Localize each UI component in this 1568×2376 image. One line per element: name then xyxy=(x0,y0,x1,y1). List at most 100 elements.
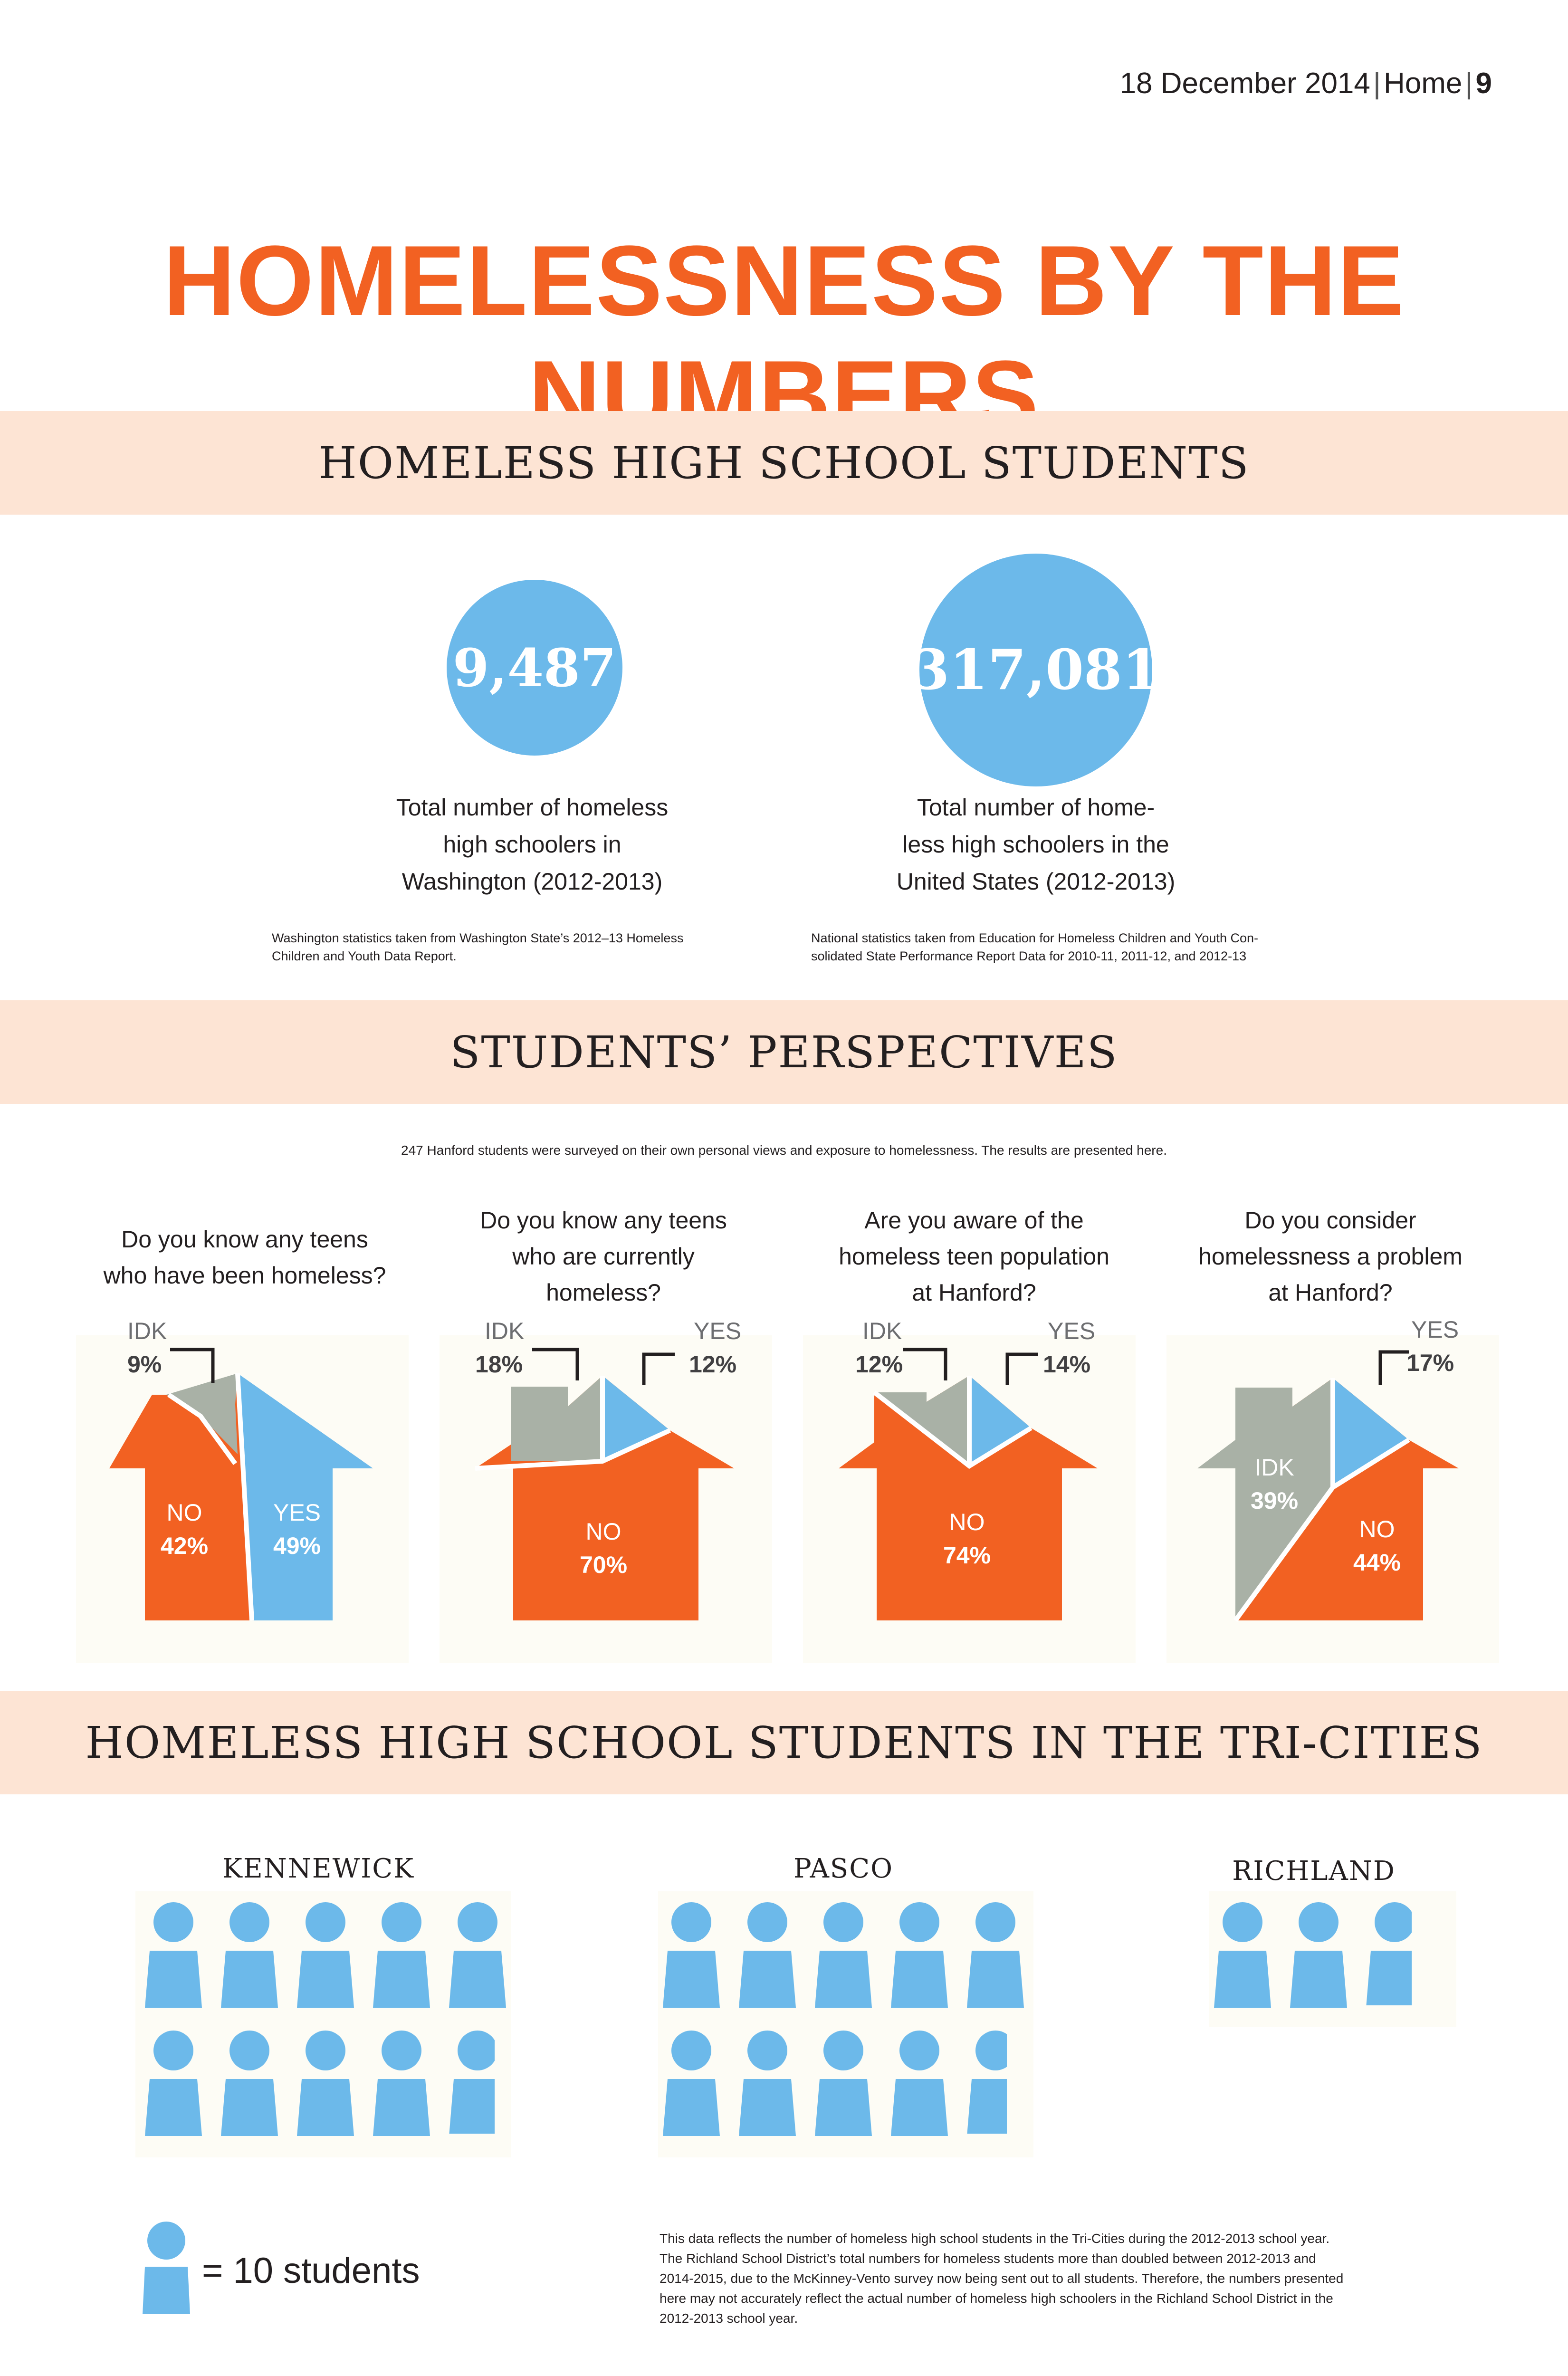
person-icon xyxy=(1290,1902,1347,2008)
question-line: who are currently xyxy=(512,1243,695,1270)
person-head xyxy=(153,2031,193,2070)
label-idk-1: IDK xyxy=(127,1318,167,1344)
person-icon xyxy=(221,1902,278,2008)
person-icon xyxy=(1366,1902,1412,2005)
label-leader-yes-3 xyxy=(1005,1352,1038,1385)
caption-line: high schoolers in xyxy=(443,831,621,858)
person-body xyxy=(145,1951,202,2008)
person-body xyxy=(1290,1951,1347,2008)
disclaimer: This data reflects the number of homeles… xyxy=(660,2229,1444,2328)
pct-no-3: 74% xyxy=(943,1542,991,1569)
page-title: HOMELESSNESS BY THE NUMBERS xyxy=(163,225,1405,451)
stat-caption-washington: Total number of homeless high schoolers … xyxy=(342,789,722,900)
page-number: 9 xyxy=(1475,67,1492,100)
person-head xyxy=(671,2031,711,2070)
stat-caption-us: Total number of home- less high schooler… xyxy=(846,789,1226,900)
person-head xyxy=(823,2031,863,2070)
section-band-perspectives: STUDENTS’ PERSPECTIVES xyxy=(0,1000,1568,1104)
label-yes-4: YES xyxy=(1411,1316,1459,1343)
person-body xyxy=(221,1951,278,2008)
caption-line: Washington (2012-2013) xyxy=(402,868,663,895)
label-yes-3: YES xyxy=(1048,1318,1095,1344)
person-head xyxy=(147,2222,185,2260)
section-band-tricities: HOMELESS HIGH SCHOOL STUDENTS IN THE TRI… xyxy=(0,1691,1568,1794)
pct-idk-3: 12% xyxy=(855,1351,903,1378)
person-icon-charts xyxy=(135,1891,1456,2157)
disclaimer-line: 2014-2015, due to the McKinney-Vento sur… xyxy=(660,2271,1344,2286)
person-icon xyxy=(145,2031,202,2136)
disclaimer-line: here may not accurately reflect the actu… xyxy=(660,2291,1333,2306)
person-head xyxy=(975,1902,1015,1942)
question-3: Are you aware of the homeless teen popul… xyxy=(798,1202,1150,1311)
slice-idk-3 xyxy=(874,1376,969,1466)
slice-idk-2 xyxy=(511,1376,602,1461)
person-head xyxy=(747,2031,787,2070)
label-leader-idk-1 xyxy=(170,1348,215,1383)
source-washington: Washington statistics taken from Washing… xyxy=(272,929,794,965)
disclaimer-line: 2012-2013 school year. xyxy=(660,2311,798,2326)
person-icon xyxy=(739,2031,796,2136)
city-name-kennewick: KENNEWICK xyxy=(222,1853,414,1884)
question-line: at Hanford? xyxy=(912,1279,1036,1306)
person-icon xyxy=(373,1902,430,2008)
person-icon xyxy=(297,1902,354,2008)
section-title-tricities: HOMELESS HIGH SCHOOL STUDENTS IN THE TRI… xyxy=(85,1717,1483,1768)
person-head xyxy=(382,2031,421,2070)
person-head xyxy=(382,1902,421,1942)
section-title-perspectives: STUDENTS’ PERSPECTIVES xyxy=(450,1026,1118,1078)
slice-divider xyxy=(167,1392,238,1465)
person-head xyxy=(153,1902,193,1942)
city-name-richland: RICHLAND xyxy=(1232,1856,1396,1887)
person-icon xyxy=(891,1902,948,2008)
page-header: 18 December 2014|Home|9 xyxy=(1119,67,1492,100)
person-body xyxy=(663,2079,720,2136)
person-head xyxy=(747,1902,787,1942)
pct-no-1: 42% xyxy=(161,1533,208,1559)
person-head xyxy=(823,1902,863,1942)
person-body xyxy=(815,1951,872,2008)
person-icon xyxy=(739,1902,796,2008)
label-no-3: NO xyxy=(949,1509,985,1535)
slice-divider xyxy=(235,1373,254,1621)
person-icon xyxy=(1214,1902,1271,2008)
question-line: Do you know any teens xyxy=(480,1207,727,1234)
label-leader-yes-4 xyxy=(1378,1350,1409,1385)
person-head xyxy=(1223,1902,1262,1942)
pct-yes-3: 14% xyxy=(1043,1351,1090,1378)
city-name-pasco: PASCO xyxy=(793,1853,894,1884)
house-chart-4 xyxy=(1197,1350,1459,1622)
person-icon xyxy=(815,1902,872,2008)
house-chart-1 xyxy=(109,1348,373,1621)
stat-value-us: 317,081 xyxy=(911,638,1161,702)
person-body xyxy=(297,1951,354,2008)
question-line: Do you know any teens xyxy=(121,1226,368,1253)
person-icon xyxy=(663,1902,720,2008)
house-charts: IDK 9% NO 42% YES 49% IDK 18% YES 12% NO… xyxy=(76,1316,1499,1663)
person-body xyxy=(967,2079,1007,2134)
person-icon xyxy=(663,2031,720,2136)
person-body xyxy=(145,2079,202,2136)
pct-idk-4: 39% xyxy=(1251,1487,1298,1514)
slice-yes-1 xyxy=(238,1373,373,1620)
question-2: Do you know any teens who are currently … xyxy=(428,1202,779,1311)
pct-yes-4: 17% xyxy=(1406,1350,1454,1376)
label-leader-idk-2 xyxy=(532,1348,579,1380)
pct-yes-2: 12% xyxy=(689,1351,736,1378)
caption-line: United States (2012-2013) xyxy=(896,868,1176,895)
person-icon xyxy=(815,2031,872,2136)
pct-idk-1: 9% xyxy=(127,1351,162,1378)
label-idk-2: IDK xyxy=(485,1318,524,1344)
label-idk-4: IDK xyxy=(1254,1454,1294,1481)
person-head xyxy=(458,1902,497,1942)
section-name: Home xyxy=(1384,67,1463,100)
person-head xyxy=(975,2031,1007,2070)
caption-line: Total number of home- xyxy=(917,794,1155,821)
question-line: Do you consider xyxy=(1244,1207,1416,1234)
source-line: Children and Youth Data Report. xyxy=(272,949,457,963)
source-line: solidated State Performance Report Data … xyxy=(811,949,1247,963)
person-head xyxy=(671,1902,711,1942)
source-line: National statistics taken from Education… xyxy=(811,931,1258,945)
person-head xyxy=(306,1902,345,1942)
question-1: Do you know any teens who have been home… xyxy=(71,1221,418,1293)
person-body xyxy=(891,2079,948,2136)
